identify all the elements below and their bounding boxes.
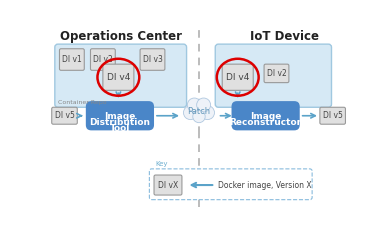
Text: Operations Center: Operations Center [60, 30, 182, 43]
FancyBboxPatch shape [231, 101, 300, 130]
Text: DI v2: DI v2 [266, 69, 286, 78]
Text: DI v3: DI v3 [142, 55, 163, 64]
Circle shape [187, 98, 201, 112]
FancyBboxPatch shape [140, 49, 165, 70]
Text: Image: Image [250, 112, 281, 121]
Text: Reconstructor: Reconstructor [230, 118, 302, 127]
Text: Tool: Tool [110, 124, 130, 133]
Text: Docker image, Version X: Docker image, Version X [217, 181, 311, 189]
FancyBboxPatch shape [60, 49, 84, 70]
FancyBboxPatch shape [320, 107, 345, 124]
FancyBboxPatch shape [264, 64, 289, 83]
FancyBboxPatch shape [149, 169, 312, 200]
Text: DI v4: DI v4 [107, 73, 130, 82]
Text: Image: Image [104, 112, 136, 121]
Text: Key: Key [156, 161, 168, 167]
Circle shape [200, 106, 214, 120]
Text: DI v5: DI v5 [323, 111, 343, 120]
FancyBboxPatch shape [222, 64, 253, 90]
Text: DI vX: DI vX [158, 181, 178, 189]
Text: Distribution: Distribution [89, 118, 151, 127]
Text: DI v4: DI v4 [226, 73, 249, 82]
Circle shape [189, 99, 209, 120]
FancyBboxPatch shape [91, 49, 115, 70]
Circle shape [197, 98, 210, 112]
FancyBboxPatch shape [55, 44, 187, 107]
Text: IoT Device: IoT Device [251, 30, 319, 43]
Circle shape [193, 110, 205, 123]
Text: Container Repo: Container Repo [58, 100, 107, 105]
Text: Patch: Patch [187, 107, 210, 116]
FancyBboxPatch shape [52, 107, 77, 124]
Text: DI v1: DI v1 [62, 55, 82, 64]
FancyBboxPatch shape [215, 44, 331, 107]
Text: DI v2: DI v2 [93, 55, 113, 64]
FancyBboxPatch shape [154, 175, 182, 195]
FancyBboxPatch shape [103, 64, 134, 90]
FancyBboxPatch shape [86, 101, 154, 130]
Circle shape [184, 106, 198, 120]
Text: DI v5: DI v5 [54, 111, 74, 120]
